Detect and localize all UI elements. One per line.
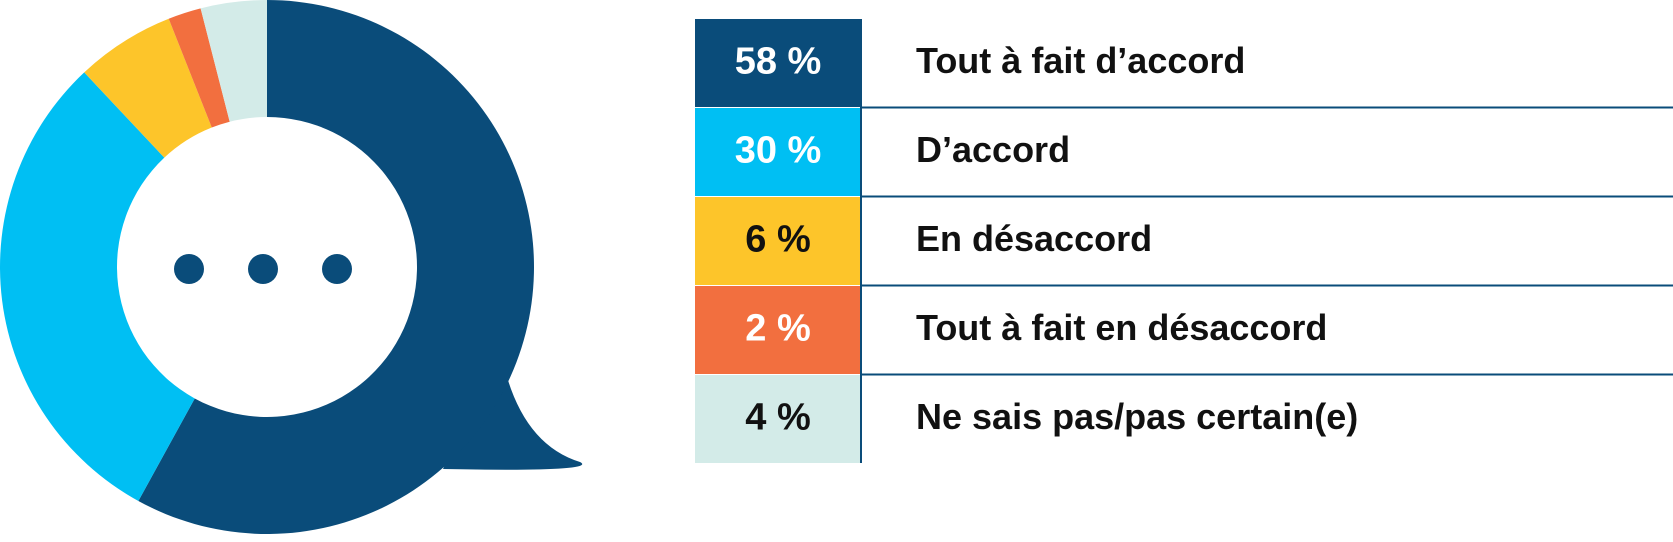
legend-label: Tout à fait en désaccord <box>916 307 1327 348</box>
value-label: 30 % <box>735 130 822 172</box>
speech-dots <box>174 254 352 284</box>
pie-slice <box>168 8 230 128</box>
legend-swatch <box>695 197 861 285</box>
pie-slice <box>200 0 267 122</box>
pie-slice <box>138 0 534 534</box>
legend-label: D’accord <box>916 129 1070 170</box>
value-label: 4 % <box>745 397 810 439</box>
pie-slice <box>84 18 212 158</box>
dot <box>174 254 204 284</box>
pie-slice <box>0 72 195 501</box>
dot <box>322 254 352 284</box>
legend-swatch <box>695 19 861 107</box>
value-label: 2 % <box>745 308 810 350</box>
legend-swatch <box>695 108 861 196</box>
legend-table: 58 % Tout à fait d’accord 30 % D’accord 6 % E… <box>695 19 1673 463</box>
dot <box>248 254 278 284</box>
legend-swatch <box>695 286 861 374</box>
legend-label: Tout à fait d’accord <box>916 40 1245 81</box>
legend-swatch <box>695 375 861 463</box>
legend-label: En désaccord <box>916 218 1152 259</box>
donut-chart <box>0 0 583 534</box>
value-label: 58 % <box>735 41 822 83</box>
legend-label: Ne sais pas/pas certain(e) <box>916 396 1358 437</box>
bubble-tail <box>443 370 583 470</box>
value-label: 6 % <box>745 219 810 261</box>
